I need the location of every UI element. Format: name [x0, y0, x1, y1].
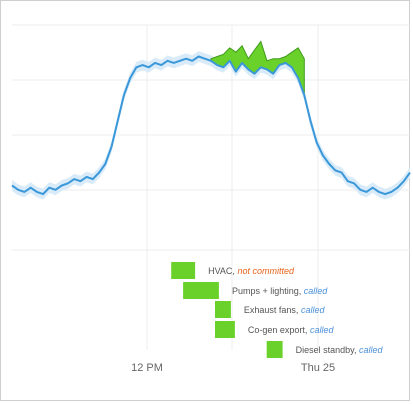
event-label: Pumps + lighting, called [232, 286, 328, 296]
event-status: called [304, 286, 329, 296]
x-tick-label: 12 PM [131, 362, 163, 374]
event-timeline: HVAC, not committed Pumps + lighting, cal… [171, 262, 383, 358]
event-label: HVAC, not committed [208, 266, 295, 276]
event-status: called [301, 305, 326, 315]
event-bar [215, 321, 235, 338]
event-name: Pumps + lighting, [232, 286, 304, 296]
event-bar [215, 301, 231, 318]
grid-lines [12, 24, 410, 350]
event-status: called [359, 345, 384, 355]
confidence-band-area [12, 51, 410, 200]
series-line [11, 55, 411, 196]
event-name: Co-gen export, [248, 325, 310, 335]
event-bar [183, 282, 219, 299]
event-name: Diesel standby, [296, 345, 359, 355]
event-status: not committed [237, 266, 295, 276]
event-name: Exhaust fans, [244, 305, 301, 315]
load-line [11, 55, 411, 196]
event-label: Co-gen export, called [248, 325, 335, 335]
event-status: called [310, 325, 335, 335]
x-axis-ticks: 12 PM Thu 25 [131, 362, 335, 374]
event-bar [171, 262, 196, 279]
x-tick-label: Thu 25 [301, 362, 335, 374]
event-name: HVAC, [208, 266, 237, 276]
event-label: Diesel standby, called [296, 345, 384, 355]
event-label: Exhaust fans, called [244, 305, 326, 315]
confidence-band [12, 51, 410, 200]
event-bar [266, 341, 283, 358]
